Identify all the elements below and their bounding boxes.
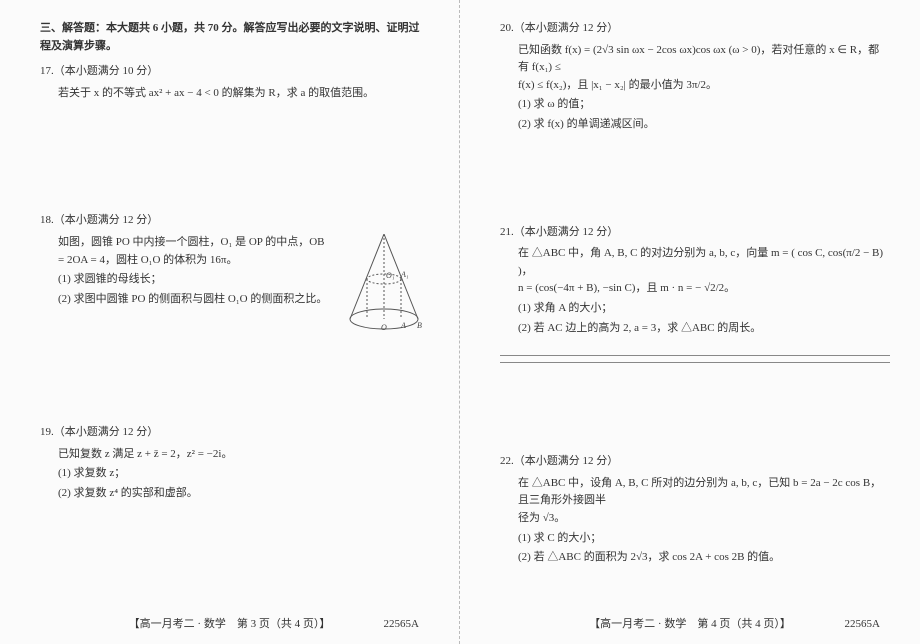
problem-20-line1: 已知函数 f(x) = (2√3 sin ωx − 2cos ωx)cos ωx…	[518, 42, 890, 77]
problem-21-line2: n = (cos(−4π + B), −sin C)，且 m · n = − √…	[518, 280, 890, 298]
page-4: 20.（本小题满分 12 分） 已知函数 f(x) = (2√3 sin ωx …	[460, 0, 920, 644]
problem-21-line1: 在 △ABC 中，角 A, B, C 的对边分别为 a, b, c，向量 m =…	[518, 245, 890, 280]
problem-19-line1: 已知复数 z 满足 z + z̄ = 2，z² = −2i。	[58, 446, 429, 464]
problem-22-line2: 径为 √3。	[518, 510, 890, 528]
footer-right: 【高一月考二 · 数学 第 4 页（共 4 页）】 22565A	[460, 616, 920, 634]
fig-label-o1: O₁	[386, 271, 395, 280]
fig-label-b: B	[417, 321, 422, 330]
problem-17: 17.（本小题满分 10 分） 若关于 x 的不等式 ax² + ax − 4 …	[40, 63, 429, 182]
problem-17-line1: 若关于 x 的不等式 ax² + ax − 4 < 0 的解集为 R，求 a 的…	[58, 85, 429, 103]
problem-21-sub2: (2) 若 AC 边上的高为 2, a = 3，求 △ABC 的周长。	[518, 320, 890, 338]
problem-21-title: 21.（本小题满分 12 分）	[500, 224, 890, 242]
section-header: 三、解答题：本大题共 6 小题，共 70 分。解答应写出必要的文字说明、证明过程…	[40, 20, 429, 55]
problem-19-title: 19.（本小题满分 12 分）	[40, 424, 429, 442]
problem-22: 22.（本小题满分 12 分） 在 △ABC 中，设角 A, B, C 所对的边…	[500, 453, 890, 567]
problem-20-title: 20.（本小题满分 12 分）	[500, 20, 890, 38]
fig-label-o: O	[381, 323, 387, 332]
footer-left-code: 22565A	[384, 616, 419, 634]
footer-right-code: 22565A	[845, 616, 880, 634]
footer-left-main: 【高一月考二 · 数学 第 3 页（共 4 页）】	[129, 618, 331, 630]
problem-21: 21.（本小题满分 12 分） 在 △ABC 中，角 A, B, C 的对边分别…	[500, 224, 890, 424]
cone-figure: P O₁ A₁ O A B	[339, 234, 429, 334]
footer-left: 【高一月考二 · 数学 第 3 页（共 4 页）】 22565A	[0, 616, 459, 634]
problem-20-sub2: (2) 求 f(x) 的单调递减区间。	[518, 116, 890, 134]
fig-label-a: A	[400, 321, 406, 330]
page-3: 三、解答题：本大题共 6 小题，共 70 分。解答应写出必要的文字说明、证明过程…	[0, 0, 460, 644]
problem-22-line1: 在 △ABC 中，设角 A, B, C 所对的边分别为 a, b, c，已知 b…	[518, 475, 890, 510]
problem-18: 18.（本小题满分 12 分） P O₁	[40, 212, 429, 394]
problem-22-sub1: (1) 求 C 的大小；	[518, 530, 890, 548]
problem-21-sub1: (1) 求角 A 的大小；	[518, 300, 890, 318]
footer-right-main: 【高一月考二 · 数学 第 4 页（共 4 页）】	[589, 618, 791, 630]
problem-17-title: 17.（本小题满分 10 分）	[40, 63, 429, 81]
problem-22-sub2: (2) 若 △ABC 的面积为 2√3，求 cos 2A + cos 2B 的值…	[518, 549, 890, 567]
problem-19-sub1: (1) 求复数 z；	[58, 465, 429, 483]
fig-label-a1: A₁	[400, 270, 409, 279]
problem-19-sub2: (2) 求复数 z⁴ 的实部和虚部。	[58, 485, 429, 503]
problem-22-title: 22.（本小题满分 12 分）	[500, 453, 890, 471]
problem-18-title: 18.（本小题满分 12 分）	[40, 212, 429, 230]
rule-line	[500, 355, 890, 363]
problem-20-sub1: (1) 求 ω 的值；	[518, 96, 890, 114]
problem-20: 20.（本小题满分 12 分） 已知函数 f(x) = (2√3 sin ωx …	[500, 20, 890, 194]
problem-20-line2: f(x) ≤ f(x₂)，且 |x₁ − x₂| 的最小值为 3π/2。	[518, 77, 890, 95]
problem-19: 19.（本小题满分 12 分） 已知复数 z 满足 z + z̄ = 2，z² …	[40, 424, 429, 502]
